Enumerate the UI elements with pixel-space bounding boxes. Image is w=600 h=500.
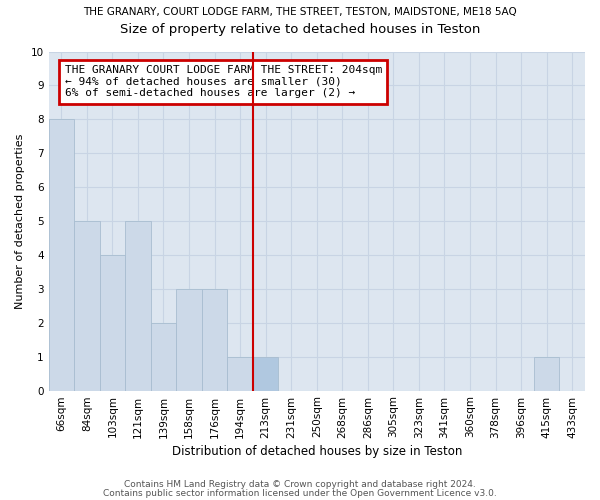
Text: THE GRANARY COURT LODGE FARM THE STREET: 204sqm
← 94% of detached houses are sma: THE GRANARY COURT LODGE FARM THE STREET:…	[65, 65, 382, 98]
Text: Size of property relative to detached houses in Teston: Size of property relative to detached ho…	[120, 22, 480, 36]
Text: THE GRANARY, COURT LODGE FARM, THE STREET, TESTON, MAIDSTONE, ME18 5AQ: THE GRANARY, COURT LODGE FARM, THE STREE…	[83, 8, 517, 18]
Text: Contains public sector information licensed under the Open Government Licence v3: Contains public sector information licen…	[103, 488, 497, 498]
Bar	[125, 221, 151, 390]
Y-axis label: Number of detached properties: Number of detached properties	[15, 134, 25, 308]
Bar	[176, 289, 202, 390]
Bar	[534, 356, 559, 390]
Bar	[100, 255, 125, 390]
Bar	[253, 356, 278, 390]
Bar	[49, 120, 74, 390]
X-axis label: Distribution of detached houses by size in Teston: Distribution of detached houses by size …	[172, 444, 462, 458]
Bar	[202, 289, 227, 390]
Bar	[74, 221, 100, 390]
Bar	[227, 356, 253, 390]
Bar	[151, 323, 176, 390]
Text: Contains HM Land Registry data © Crown copyright and database right 2024.: Contains HM Land Registry data © Crown c…	[124, 480, 476, 489]
